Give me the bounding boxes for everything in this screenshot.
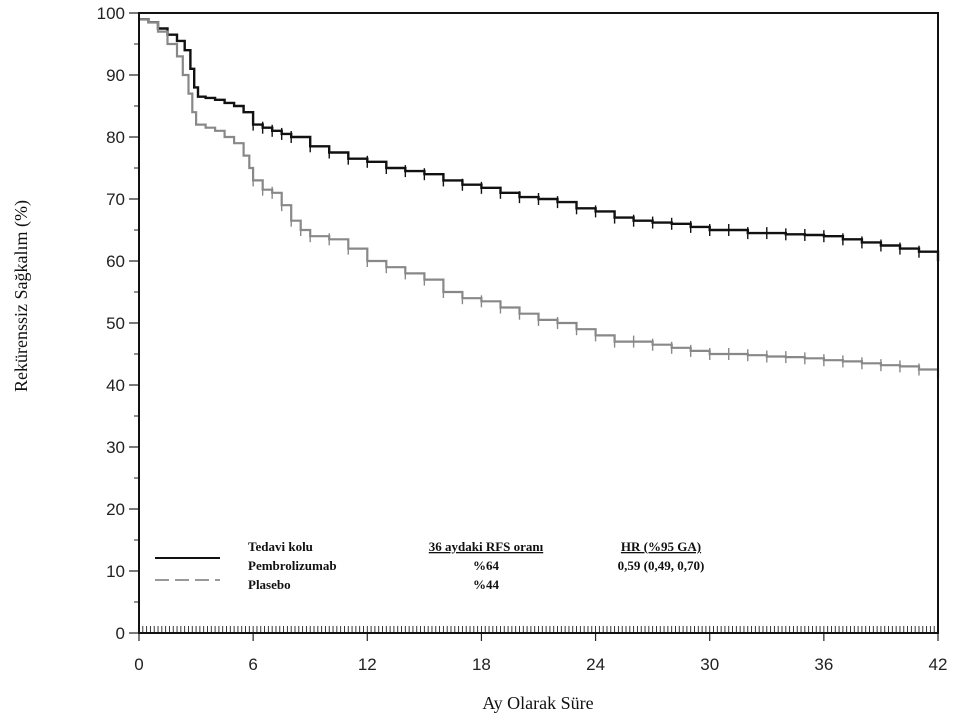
x-tick-label: 30 [700,655,719,674]
y-tick-label: 80 [106,128,125,147]
y-tick-label: 10 [106,562,125,581]
legend: Tedavi kolu 36 aydaki RFS oranı HR (%95 … [155,539,704,592]
legend-row-rate: %64 [473,558,500,573]
legend-header-hr: HR (%95 GA) [621,539,701,554]
y-tick-label: 60 [106,252,125,271]
x-axis-title: Ay Olarak Süre [482,693,593,713]
y-tick-label: 0 [116,624,125,643]
legend-header-arm: Tedavi kolu [248,539,313,554]
y-tick-label: 90 [106,66,125,85]
x-tick-label: 18 [472,655,491,674]
x-tick-label: 42 [929,655,948,674]
legend-row-hr: 0,59 (0,49, 0,70) [618,558,705,573]
series-line-plasebo [139,18,940,379]
x-tick-label: 6 [248,655,257,674]
plot-frame [138,12,939,634]
x-tick-label: 24 [586,655,605,674]
x-tick-label: 12 [358,655,377,674]
y-tick-label: 20 [106,500,125,519]
y-tick-label: 100 [97,4,125,23]
legend-row-name: Plasebo [248,577,291,592]
legend-header-rate: 36 aydaki RFS oranı [429,539,544,554]
series-line-pembrolizumab [139,18,940,261]
x-tick-label: 0 [134,655,143,674]
axis-ticks [129,12,939,641]
y-tick-label: 50 [106,314,125,333]
y-tick-label: 40 [106,376,125,395]
x-tick-label: 36 [814,655,833,674]
y-tick-label: 30 [106,438,125,457]
axis-labels: 0 10 20 30 40 50 60 70 80 90 100 0 6 12 18 24 30 36 42 [97,4,948,674]
legend-row-rate: %44 [473,577,500,592]
y-axis-title: Rekürenssiz Sağkalım (%) [11,200,32,392]
legend-row-name: Pembrolizumab [248,558,337,573]
y-tick-label: 70 [106,190,125,209]
